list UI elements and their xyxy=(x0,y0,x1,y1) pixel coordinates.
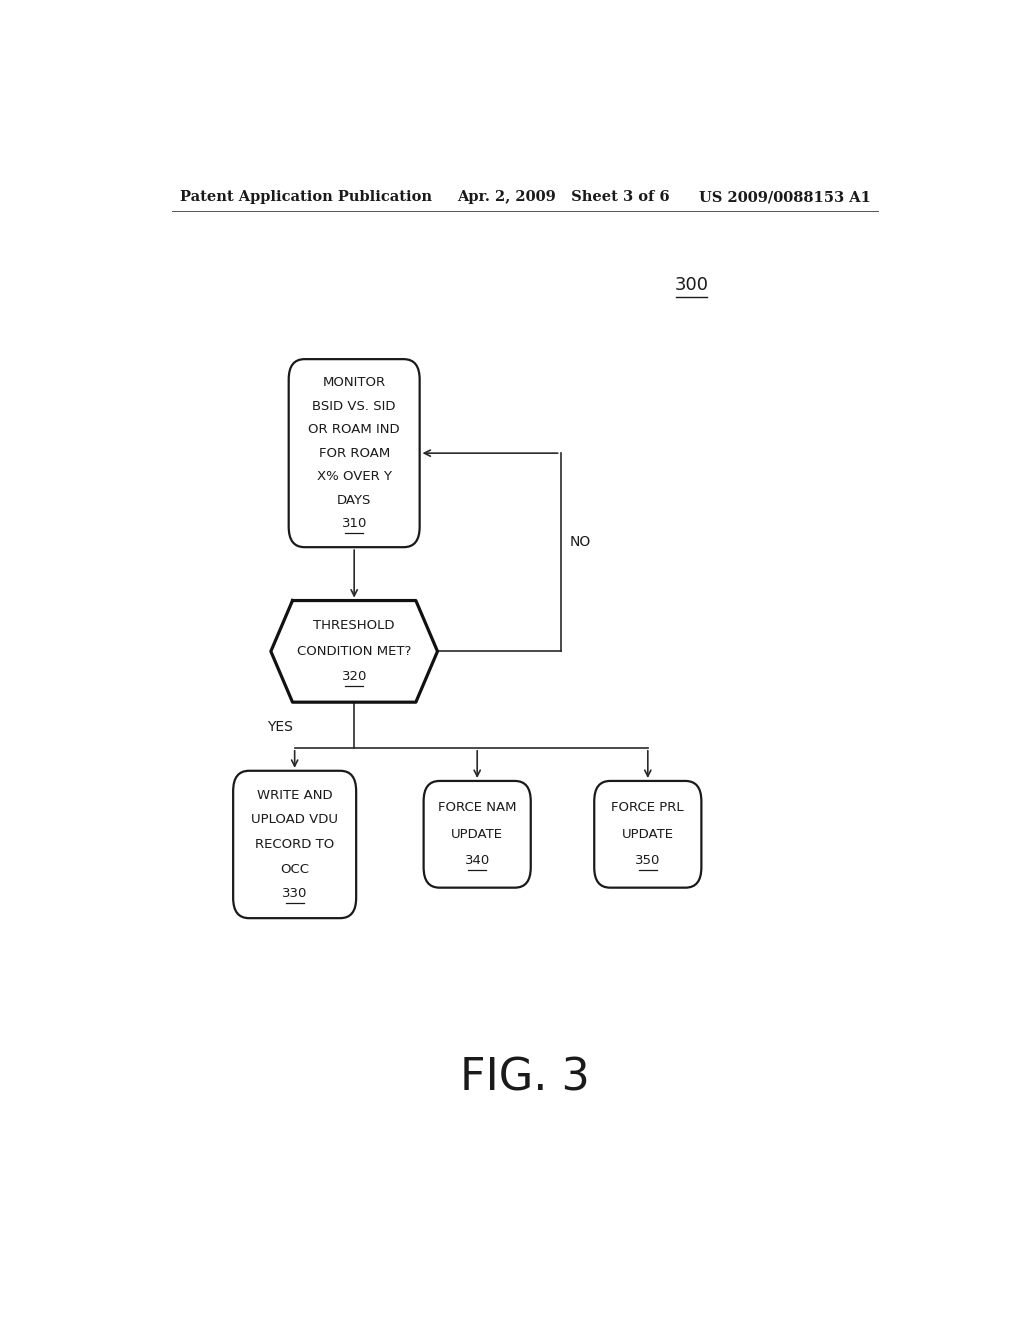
FancyBboxPatch shape xyxy=(424,781,530,887)
Text: UPDATE: UPDATE xyxy=(452,828,503,841)
Text: WRITE AND: WRITE AND xyxy=(257,789,333,801)
Text: DAYS: DAYS xyxy=(337,494,372,507)
Text: UPDATE: UPDATE xyxy=(622,828,674,841)
Text: 350: 350 xyxy=(635,854,660,867)
Text: Patent Application Publication: Patent Application Publication xyxy=(179,190,431,205)
Text: CONDITION MET?: CONDITION MET? xyxy=(297,645,412,657)
FancyBboxPatch shape xyxy=(289,359,420,548)
FancyBboxPatch shape xyxy=(233,771,356,919)
Text: FORCE PRL: FORCE PRL xyxy=(611,801,684,814)
Text: MONITOR: MONITOR xyxy=(323,376,386,389)
Text: US 2009/0088153 A1: US 2009/0088153 A1 xyxy=(699,190,871,205)
Text: YES: YES xyxy=(267,721,293,734)
Text: 320: 320 xyxy=(341,671,367,684)
Text: BSID VS. SID: BSID VS. SID xyxy=(312,400,396,413)
Text: 340: 340 xyxy=(465,854,489,867)
Text: NO: NO xyxy=(570,535,591,549)
Text: 330: 330 xyxy=(282,887,307,900)
Text: OCC: OCC xyxy=(281,862,309,875)
Text: 300: 300 xyxy=(675,276,709,294)
Text: THRESHOLD: THRESHOLD xyxy=(313,619,395,632)
Text: Apr. 2, 2009   Sheet 3 of 6: Apr. 2, 2009 Sheet 3 of 6 xyxy=(458,190,670,205)
Text: FOR ROAM: FOR ROAM xyxy=(318,446,390,459)
Text: FORCE NAM: FORCE NAM xyxy=(438,801,516,814)
Text: 310: 310 xyxy=(341,517,367,531)
Text: X% OVER Y: X% OVER Y xyxy=(316,470,391,483)
FancyBboxPatch shape xyxy=(594,781,701,887)
Text: OR ROAM IND: OR ROAM IND xyxy=(308,424,400,436)
Text: FIG. 3: FIG. 3 xyxy=(460,1057,590,1100)
Text: RECORD TO: RECORD TO xyxy=(255,838,334,851)
Text: UPLOAD VDU: UPLOAD VDU xyxy=(251,813,338,826)
Polygon shape xyxy=(270,601,437,702)
